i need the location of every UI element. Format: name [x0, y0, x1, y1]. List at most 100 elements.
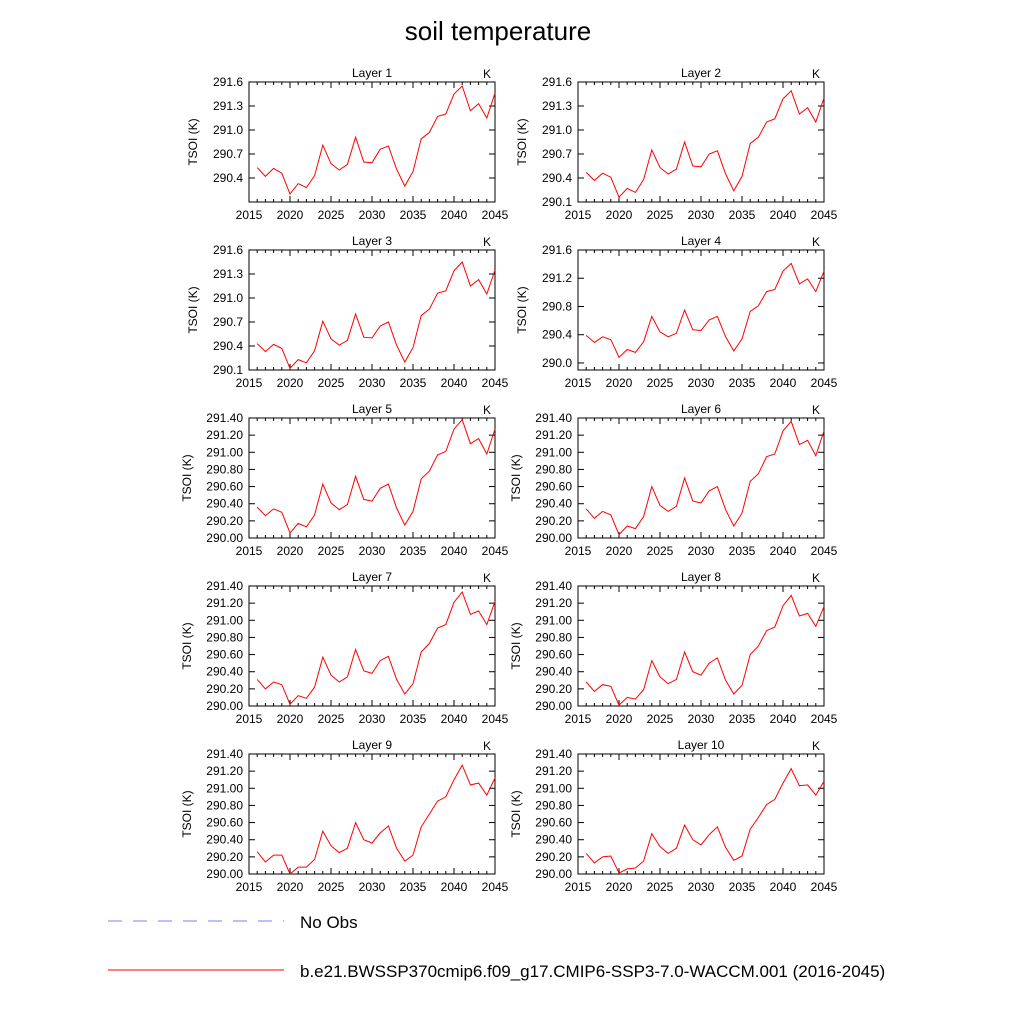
y-tick-label: 290.40 [535, 665, 572, 679]
y-tick-label: 291.6 [213, 75, 243, 89]
y-tick-label: 290.1 [542, 195, 572, 209]
x-tick-label: 2020 [606, 376, 633, 390]
panel-units: K [483, 739, 491, 753]
y-axis-label: TSOI (K) [509, 790, 523, 837]
y-tick-label: 291.40 [206, 747, 243, 761]
panel-frame [248, 585, 496, 707]
x-tick-label: 2045 [482, 208, 509, 222]
x-tick-label: 2020 [606, 712, 633, 726]
x-tick-label: 2030 [359, 376, 386, 390]
y-tick-label: 291.00 [535, 613, 572, 627]
panel-layer-8: Layer 8 K 2015 2020 2025 2030 2035 2040 2045 290.… [509, 570, 838, 726]
x-tick-label: 2045 [811, 208, 838, 222]
y-axis-label: TSOI (K) [515, 118, 529, 165]
y-tick-label: 290.7 [213, 315, 243, 329]
panel-layer-2: Layer 2 K 2015 2020 2025 2030 2035 2040 2045 290.… [515, 66, 838, 222]
y-tick-label: 290.4 [213, 171, 243, 185]
y-tick-label: 290.20 [206, 850, 243, 864]
y-axis-label: TSOI (K) [180, 790, 194, 837]
x-tick-label: 2030 [359, 712, 386, 726]
panel-units: K [812, 403, 820, 417]
x-tick-label: 2030 [688, 376, 715, 390]
y-tick-label: 290.80 [206, 798, 243, 812]
x-tick-label: 2040 [441, 544, 468, 558]
panel-units: K [812, 67, 820, 81]
y-tick-label: 290.00 [535, 699, 572, 713]
legend-label-no-obs: No Obs [300, 913, 358, 932]
y-tick-label: 291.0 [542, 123, 572, 137]
x-tick-label: 2025 [318, 376, 345, 390]
series-line [256, 763, 496, 875]
x-tick-label: 2040 [441, 880, 468, 894]
y-axis-label: TSOI (K) [186, 118, 200, 165]
x-tick-label: 2030 [688, 544, 715, 558]
y-tick-label: 290.60 [206, 480, 243, 494]
x-tick-label: 2035 [400, 880, 427, 894]
x-tick-label: 2025 [647, 712, 674, 726]
series-line [256, 590, 496, 706]
y-tick-label: 290.00 [206, 699, 243, 713]
panel-title: Layer 7 [352, 570, 392, 584]
y-tick-label: 290.40 [535, 833, 572, 847]
series-line [585, 594, 825, 706]
x-tick-label: 2015 [236, 880, 263, 894]
y-tick-label: 291.00 [206, 613, 243, 627]
x-tick-label: 2045 [482, 712, 509, 726]
x-tick-label: 2015 [236, 712, 263, 726]
figure-title: soil temperature [405, 16, 591, 46]
series-line [585, 262, 825, 359]
y-tick-label: 290.20 [535, 514, 572, 528]
y-tick-label: 290.80 [206, 462, 243, 476]
legend-label-model: b.e21.BWSSP370cmip6.f09_g17.CMIP6-SSP3-7… [300, 962, 885, 981]
x-tick-label: 2045 [482, 376, 509, 390]
x-tick-label: 2030 [359, 208, 386, 222]
x-tick-label: 2035 [400, 712, 427, 726]
panel-title: Layer 10 [678, 738, 725, 752]
x-tick-label: 2035 [400, 544, 427, 558]
series-line [585, 767, 825, 874]
x-tick-label: 2035 [729, 712, 756, 726]
panel-frame [577, 249, 825, 371]
x-tick-label: 2040 [770, 544, 797, 558]
y-tick-label: 290.7 [213, 147, 243, 161]
x-tick-label: 2015 [236, 376, 263, 390]
y-tick-label: 290.60 [535, 648, 572, 662]
x-tick-label: 2025 [647, 376, 674, 390]
x-tick-label: 2020 [277, 208, 304, 222]
x-tick-label: 2025 [647, 544, 674, 558]
panel-title: Layer 3 [352, 234, 392, 248]
panel-units: K [483, 67, 491, 81]
x-tick-label: 2045 [811, 376, 838, 390]
y-tick-label: 290.60 [535, 816, 572, 830]
y-tick-label: 290.40 [535, 497, 572, 511]
panel-frame [248, 249, 496, 371]
x-tick-label: 2020 [606, 544, 633, 558]
y-tick-label: 290.00 [206, 531, 243, 545]
x-tick-label: 2040 [770, 376, 797, 390]
y-tick-label: 291.40 [206, 411, 243, 425]
x-tick-label: 2015 [236, 208, 263, 222]
panel-frame [577, 585, 825, 707]
legend: No Obs b.e21.BWSSP370cmip6.f09_g17.CMIP6… [108, 913, 885, 981]
y-tick-label: 290.40 [206, 665, 243, 679]
y-tick-label: 290.80 [535, 798, 572, 812]
x-tick-label: 2015 [565, 880, 592, 894]
y-tick-label: 291.6 [542, 243, 572, 257]
series-line [256, 85, 496, 195]
y-tick-label: 291.20 [206, 764, 243, 778]
x-tick-label: 2020 [277, 712, 304, 726]
y-tick-label: 291.20 [535, 596, 572, 610]
y-tick-label: 291.3 [213, 99, 243, 113]
y-tick-label: 290.00 [535, 531, 572, 545]
y-tick-label: 291.40 [206, 579, 243, 593]
y-tick-label: 291.20 [535, 764, 572, 778]
x-tick-label: 2015 [565, 376, 592, 390]
x-tick-label: 2025 [647, 880, 674, 894]
y-tick-label: 290.8 [542, 299, 572, 313]
y-axis-label: TSOI (K) [180, 622, 194, 669]
x-tick-label: 2020 [606, 208, 633, 222]
y-tick-label: 290.40 [206, 833, 243, 847]
x-tick-label: 2040 [770, 880, 797, 894]
x-tick-label: 2045 [482, 880, 509, 894]
